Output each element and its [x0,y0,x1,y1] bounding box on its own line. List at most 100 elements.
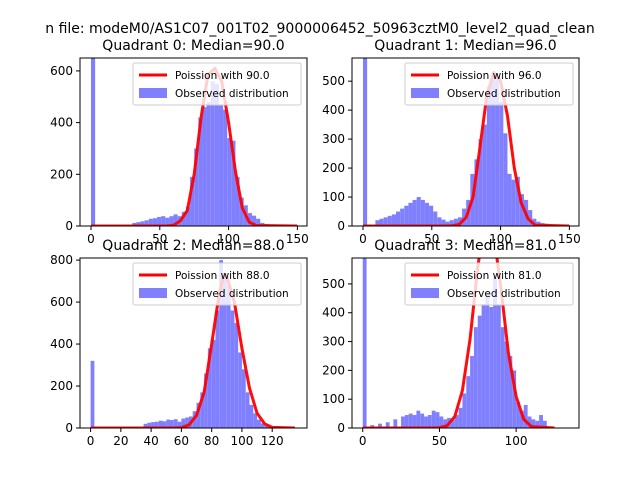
hist-bar [152,218,158,226]
hist-bar [527,416,532,428]
hist-bar [157,216,162,226]
legend-label: Observed distribution [175,288,289,300]
legend-label: Poission with 90.0 [175,70,270,82]
hist-bar [441,219,446,226]
hist-bar [470,355,474,428]
hist-bar [223,272,227,428]
hist-bar [241,369,246,428]
hist-bar [247,213,252,226]
x-tick-label: 40 [143,434,158,448]
hist-bar [260,423,265,428]
legend-label: Poission with 96.0 [447,70,542,82]
legend: Poission with 96.0 Observed distribution [404,62,574,106]
subplot-1: Quadrant 1: Median=96.0 0 50 100 150 0 100 200 3… [322,38,581,246]
plot-area [91,58,298,226]
hist-bar [482,124,487,226]
legend-label: Poission with 81.0 [447,270,542,282]
legend: Poission with 90.0 Observed distribution [132,62,302,106]
hist-bar [515,176,520,226]
axes-frame [351,57,580,227]
x-tick-label: 120 [261,434,284,448]
y-tick-label: 200 [322,363,345,377]
hist-bar [210,81,215,226]
hist-bar [235,176,240,226]
hist-bar [437,217,442,226]
hist-bar [531,419,536,428]
hist-bar [245,392,250,428]
hist-bar [144,220,149,226]
x-tick-label: 50 [152,232,167,246]
x-tick-label: 0 [87,232,95,246]
legend-box [132,62,302,106]
x-tick-label: 80 [204,434,219,448]
figure-suptitle: n file: modeM0/AS1C07_001T02_9000006452_… [45,21,594,37]
hist-bar [481,304,486,428]
hist-bar [416,197,421,226]
hist-bar [435,412,440,428]
hist-bar [214,83,219,226]
hist-bar [239,197,244,226]
y-tick-label: 500 [322,74,345,88]
x-tick-label: 20 [113,434,128,448]
subplot-title: Quadrant 1: Median=96.0 [374,38,556,54]
y-tick-label: 600 [50,295,73,309]
hist-bar [507,173,512,226]
hist-bar [173,214,178,226]
hist-bar [185,206,191,226]
hist-bar [181,211,186,226]
hist-bar [511,179,516,226]
hist-bar [401,416,405,428]
y-tick-label: 0 [337,219,345,233]
x-tick-label: 50 [432,434,447,448]
hist-bar [400,208,405,226]
y-tick-label: 100 [322,190,345,204]
subplot-title: Quadrant 3: Median=81.0 [374,238,556,254]
hist-bar [190,176,195,226]
hist-bar [194,148,199,226]
hist-bar [477,315,482,428]
hist-bar [223,109,228,226]
x-tick-label: 0 [359,434,367,448]
hist-bar [206,101,211,226]
y-tick-label: 400 [322,306,345,320]
hist-bar [512,370,517,428]
hist-bar [234,323,239,428]
hist-bar [173,419,178,428]
hist-bar [375,220,380,226]
legend-patch-swatch [411,288,439,298]
subplot-2: Quadrant 2: Median=88.0 0 20 40 60 80 100 120 0 2… [50,238,308,448]
subplot-3: Quadrant 3: Median=81.0 0 50 100 0 100 200 300 4… [322,238,580,448]
axes-frame [79,257,308,429]
y-tick-label: 200 [322,161,345,175]
hist-bar [420,199,425,226]
hist-bar [508,355,513,428]
hist-bar [136,222,141,226]
y-tick-label: 300 [322,132,345,146]
subplot-title: Quadrant 2: Median=88.0 [102,238,284,254]
hist-bar [198,117,203,226]
hist-bar [215,310,220,428]
hist-bar [532,218,537,226]
hist-bar [516,402,520,428]
poisson-fit-line [362,258,555,428]
y-tick-label: 400 [50,337,73,351]
y-tick-label: 800 [50,253,73,267]
hist-bar [528,210,533,226]
hist-bar [429,205,434,226]
hist-bar [204,373,208,428]
hist-bar [379,218,384,226]
hist-bar [231,140,236,226]
hist-bar [439,416,444,428]
y-tick-label: 600 [50,64,73,78]
x-tick-label: 100 [505,434,528,448]
hist-bar [251,215,257,226]
hist-bar [238,352,242,428]
legend-label: Observed distribution [447,288,561,300]
subplot-0: Quadrant 0: Median=90.0 0 50 100 150 0 200 400 6… [50,38,309,246]
hist-bar [256,218,261,226]
hist-bar [449,220,454,226]
x-tick-label: 0 [359,232,367,246]
hist-bar [542,420,547,428]
hist-bar [218,104,224,226]
